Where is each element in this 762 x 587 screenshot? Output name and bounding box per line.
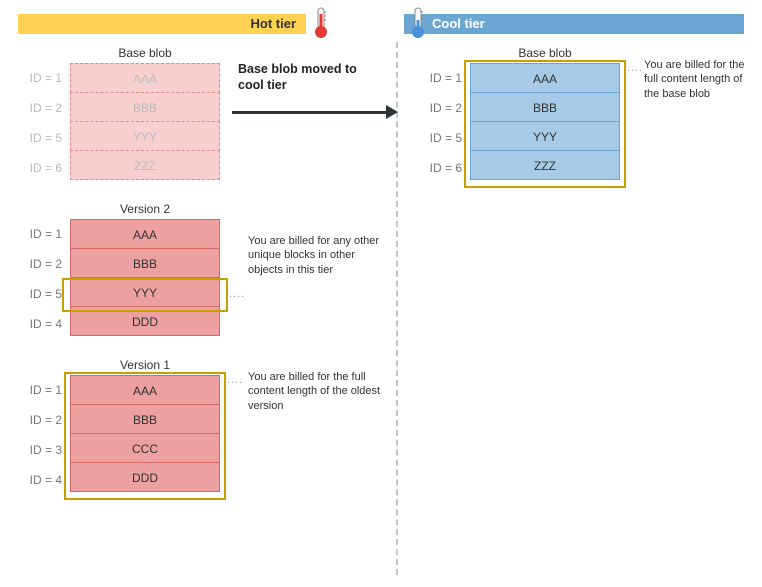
- table-row: YYY: [70, 277, 220, 307]
- id-label: ID = 2: [18, 257, 62, 271]
- dots: ....: [229, 288, 245, 300]
- id-label: ID = 5: [18, 131, 62, 145]
- id-label: ID = 1: [418, 71, 462, 85]
- hot-base-table: AAA BBB YYY ZZZ: [70, 64, 220, 180]
- hot-base-title: Base blob: [70, 46, 220, 60]
- table-row: AAA: [70, 219, 220, 249]
- id-label: ID = 1: [18, 383, 62, 397]
- dots: ....: [627, 62, 643, 74]
- id-label: ID = 5: [18, 287, 62, 301]
- id-label: ID = 2: [18, 413, 62, 427]
- id-label: ID = 2: [418, 101, 462, 115]
- table-row: ZZZ: [70, 150, 220, 180]
- id-label: ID = 4: [18, 473, 62, 487]
- dots: ....: [227, 374, 243, 386]
- version1-annotation: You are billed for the full content leng…: [248, 370, 383, 413]
- version2-annotation: You are billed for any other unique bloc…: [248, 234, 383, 277]
- id-label: ID = 4: [18, 317, 62, 331]
- id-label: ID = 3: [18, 443, 62, 457]
- hot-thermometer-icon: [310, 6, 332, 40]
- id-label: ID = 6: [18, 161, 62, 175]
- table-row: DDD: [70, 306, 220, 336]
- table-row: AAA: [470, 63, 620, 93]
- table-row: CCC: [70, 433, 220, 463]
- table-row: YYY: [470, 121, 620, 151]
- id-label: ID = 1: [18, 227, 62, 241]
- cool-thermometer-icon: [407, 6, 429, 40]
- arrow-label: Base blob moved to cool tier: [238, 62, 378, 93]
- version1-table: AAA BBB CCC DDD: [70, 376, 220, 492]
- id-label: ID = 1: [18, 71, 62, 85]
- table-row: BBB: [70, 404, 220, 434]
- table-row: ZZZ: [470, 150, 620, 180]
- version2-title: Version 2: [70, 202, 220, 216]
- table-row: DDD: [70, 462, 220, 492]
- version2-table: AAA BBB YYY DDD: [70, 220, 220, 336]
- cool-base-title: Base blob: [470, 46, 620, 60]
- tier-divider: [396, 42, 398, 575]
- id-label: ID = 5: [418, 131, 462, 145]
- cool-base-table: AAA BBB YYY ZZZ: [470, 64, 620, 180]
- table-row: AAA: [70, 63, 220, 93]
- table-row: AAA: [70, 375, 220, 405]
- id-label: ID = 2: [18, 101, 62, 115]
- cool-base-annotation: You are billed for the full content leng…: [644, 58, 756, 101]
- table-row: BBB: [70, 92, 220, 122]
- version1-title: Version 1: [70, 358, 220, 372]
- hot-tier-header: Hot tier: [18, 14, 306, 34]
- id-label: ID = 6: [418, 161, 462, 175]
- table-row: BBB: [470, 92, 620, 122]
- table-row: BBB: [70, 248, 220, 278]
- table-row: YYY: [70, 121, 220, 151]
- cool-tier-header: Cool tier: [404, 14, 744, 34]
